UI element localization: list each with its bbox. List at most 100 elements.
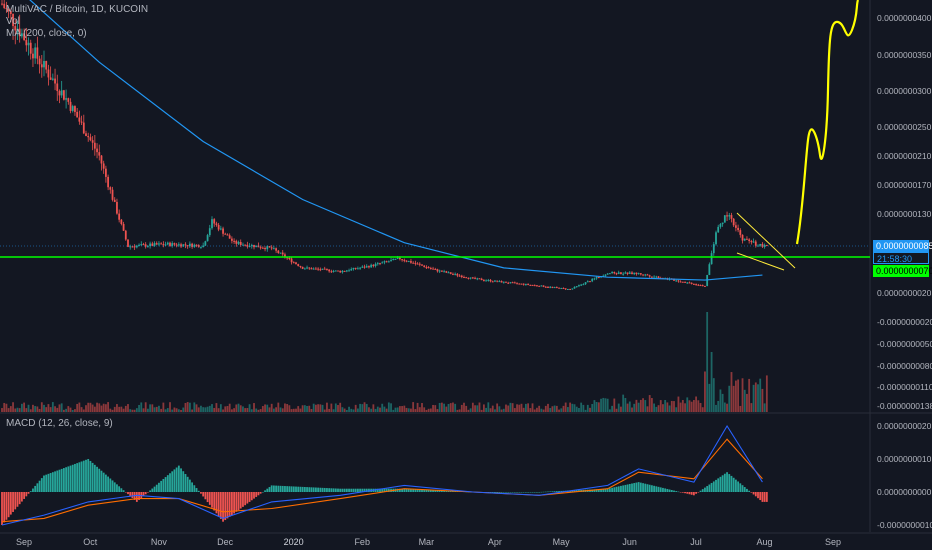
macd-hist-bar xyxy=(261,492,264,493)
macd-hist-bar xyxy=(560,490,563,492)
macd-hist-bar xyxy=(237,492,240,511)
volume-bar xyxy=(34,406,37,412)
volume-bar xyxy=(25,408,28,412)
macd-hist-bar xyxy=(65,467,68,492)
candle-body xyxy=(89,137,92,141)
candle-body xyxy=(553,287,556,289)
volume-bar xyxy=(566,407,569,412)
volume-bar xyxy=(74,409,76,412)
candle-body xyxy=(608,273,611,275)
candle-body xyxy=(653,276,656,278)
volume-bar xyxy=(272,408,275,412)
volume-bar xyxy=(135,408,138,412)
candle-body xyxy=(628,272,631,274)
y-tick-label: 0.0000000350 xyxy=(877,50,932,60)
candle-body xyxy=(314,268,317,270)
candle-body xyxy=(228,235,231,239)
volume-bar xyxy=(553,405,556,412)
volume-bar xyxy=(637,402,640,412)
candle-body xyxy=(20,33,23,37)
candle-body xyxy=(102,163,105,169)
macd-hist-bar xyxy=(509,492,512,493)
macd-hist-bar xyxy=(354,488,357,492)
volume-bar xyxy=(518,404,521,412)
candle-body xyxy=(401,259,404,261)
macd-hist-bar xyxy=(135,492,138,502)
volume-bar xyxy=(626,403,629,412)
candle-body xyxy=(244,244,247,246)
candle-body xyxy=(690,282,693,284)
candle-body xyxy=(129,246,132,248)
macd-hist-bar xyxy=(712,481,715,492)
macd-hist-bar xyxy=(595,489,598,492)
candle-body xyxy=(578,285,580,287)
candle-body xyxy=(460,275,463,278)
candle-body xyxy=(524,283,527,285)
volume-bar xyxy=(332,409,335,412)
ma-label[interactable]: MA (200, close, 0) xyxy=(6,28,87,39)
macd-hist-bar xyxy=(655,486,658,492)
candle-body xyxy=(191,243,194,247)
last-price-tag: 0.0000000085 xyxy=(873,240,932,252)
volume-bar xyxy=(529,408,532,412)
volume-bar xyxy=(45,407,48,412)
volume-bar xyxy=(213,407,216,412)
candle-body xyxy=(549,286,552,288)
macd-label[interactable]: MACD (12, 26, close, 9) xyxy=(6,418,113,429)
volume-bar xyxy=(109,408,112,412)
volume-bar xyxy=(228,403,231,412)
macd-hist-bar xyxy=(1,492,3,525)
candle-body xyxy=(361,266,364,268)
macd-hist-bar xyxy=(529,492,532,493)
candle-body xyxy=(591,278,594,282)
volume-bar xyxy=(264,404,266,412)
candle-body xyxy=(474,277,476,279)
macd-hist-bar xyxy=(646,484,649,492)
volume-bar xyxy=(436,409,439,412)
volume-bar xyxy=(321,404,324,412)
macd-hist-bar xyxy=(226,492,229,519)
macd-hist-bar xyxy=(197,490,200,492)
volume-label[interactable]: Vol xyxy=(6,16,20,27)
macd-hist-bar xyxy=(202,492,205,497)
candle-body xyxy=(222,228,224,234)
candle-body xyxy=(573,286,576,289)
volume-bar xyxy=(701,407,704,412)
candle-body xyxy=(712,244,715,254)
volume-bar xyxy=(465,405,468,412)
macd-hist-bar xyxy=(264,490,266,492)
candle-body xyxy=(511,282,514,284)
volume-bar xyxy=(642,398,644,412)
volume-bar xyxy=(622,394,625,412)
macd-hist-bar xyxy=(257,492,260,496)
volume-bar xyxy=(646,406,649,412)
candle-body xyxy=(151,243,154,246)
candle-body xyxy=(500,281,503,283)
candle-body xyxy=(538,285,541,287)
volume-bar xyxy=(485,407,488,412)
macd-hist-bar xyxy=(144,492,147,495)
volume-bar xyxy=(434,405,437,412)
volume-bar xyxy=(423,407,426,412)
symbol-label[interactable]: MultiVAC / Bitcoin, 1D, KUCOIN xyxy=(6,4,149,15)
candle-body xyxy=(25,40,28,46)
macd-hist-bar xyxy=(76,463,79,492)
macd-hist-bar xyxy=(407,488,410,492)
volume-bar xyxy=(487,402,490,412)
volume-bar xyxy=(633,403,636,412)
macd-hist-bar xyxy=(200,492,202,494)
candle-body xyxy=(255,245,258,248)
volume-bar xyxy=(230,409,233,412)
macd-hist-bar xyxy=(379,488,381,492)
macd-hist-bar xyxy=(715,479,717,492)
macd-hist-bar xyxy=(158,482,160,492)
candle-body xyxy=(429,268,432,270)
candle-body xyxy=(332,270,335,272)
macd-hist-bar xyxy=(522,492,525,493)
volume-bar xyxy=(133,409,136,412)
volume-bar xyxy=(328,408,331,412)
volume-bar xyxy=(365,403,368,412)
macd-hist-bar xyxy=(255,492,258,497)
volume-bar xyxy=(746,393,748,412)
